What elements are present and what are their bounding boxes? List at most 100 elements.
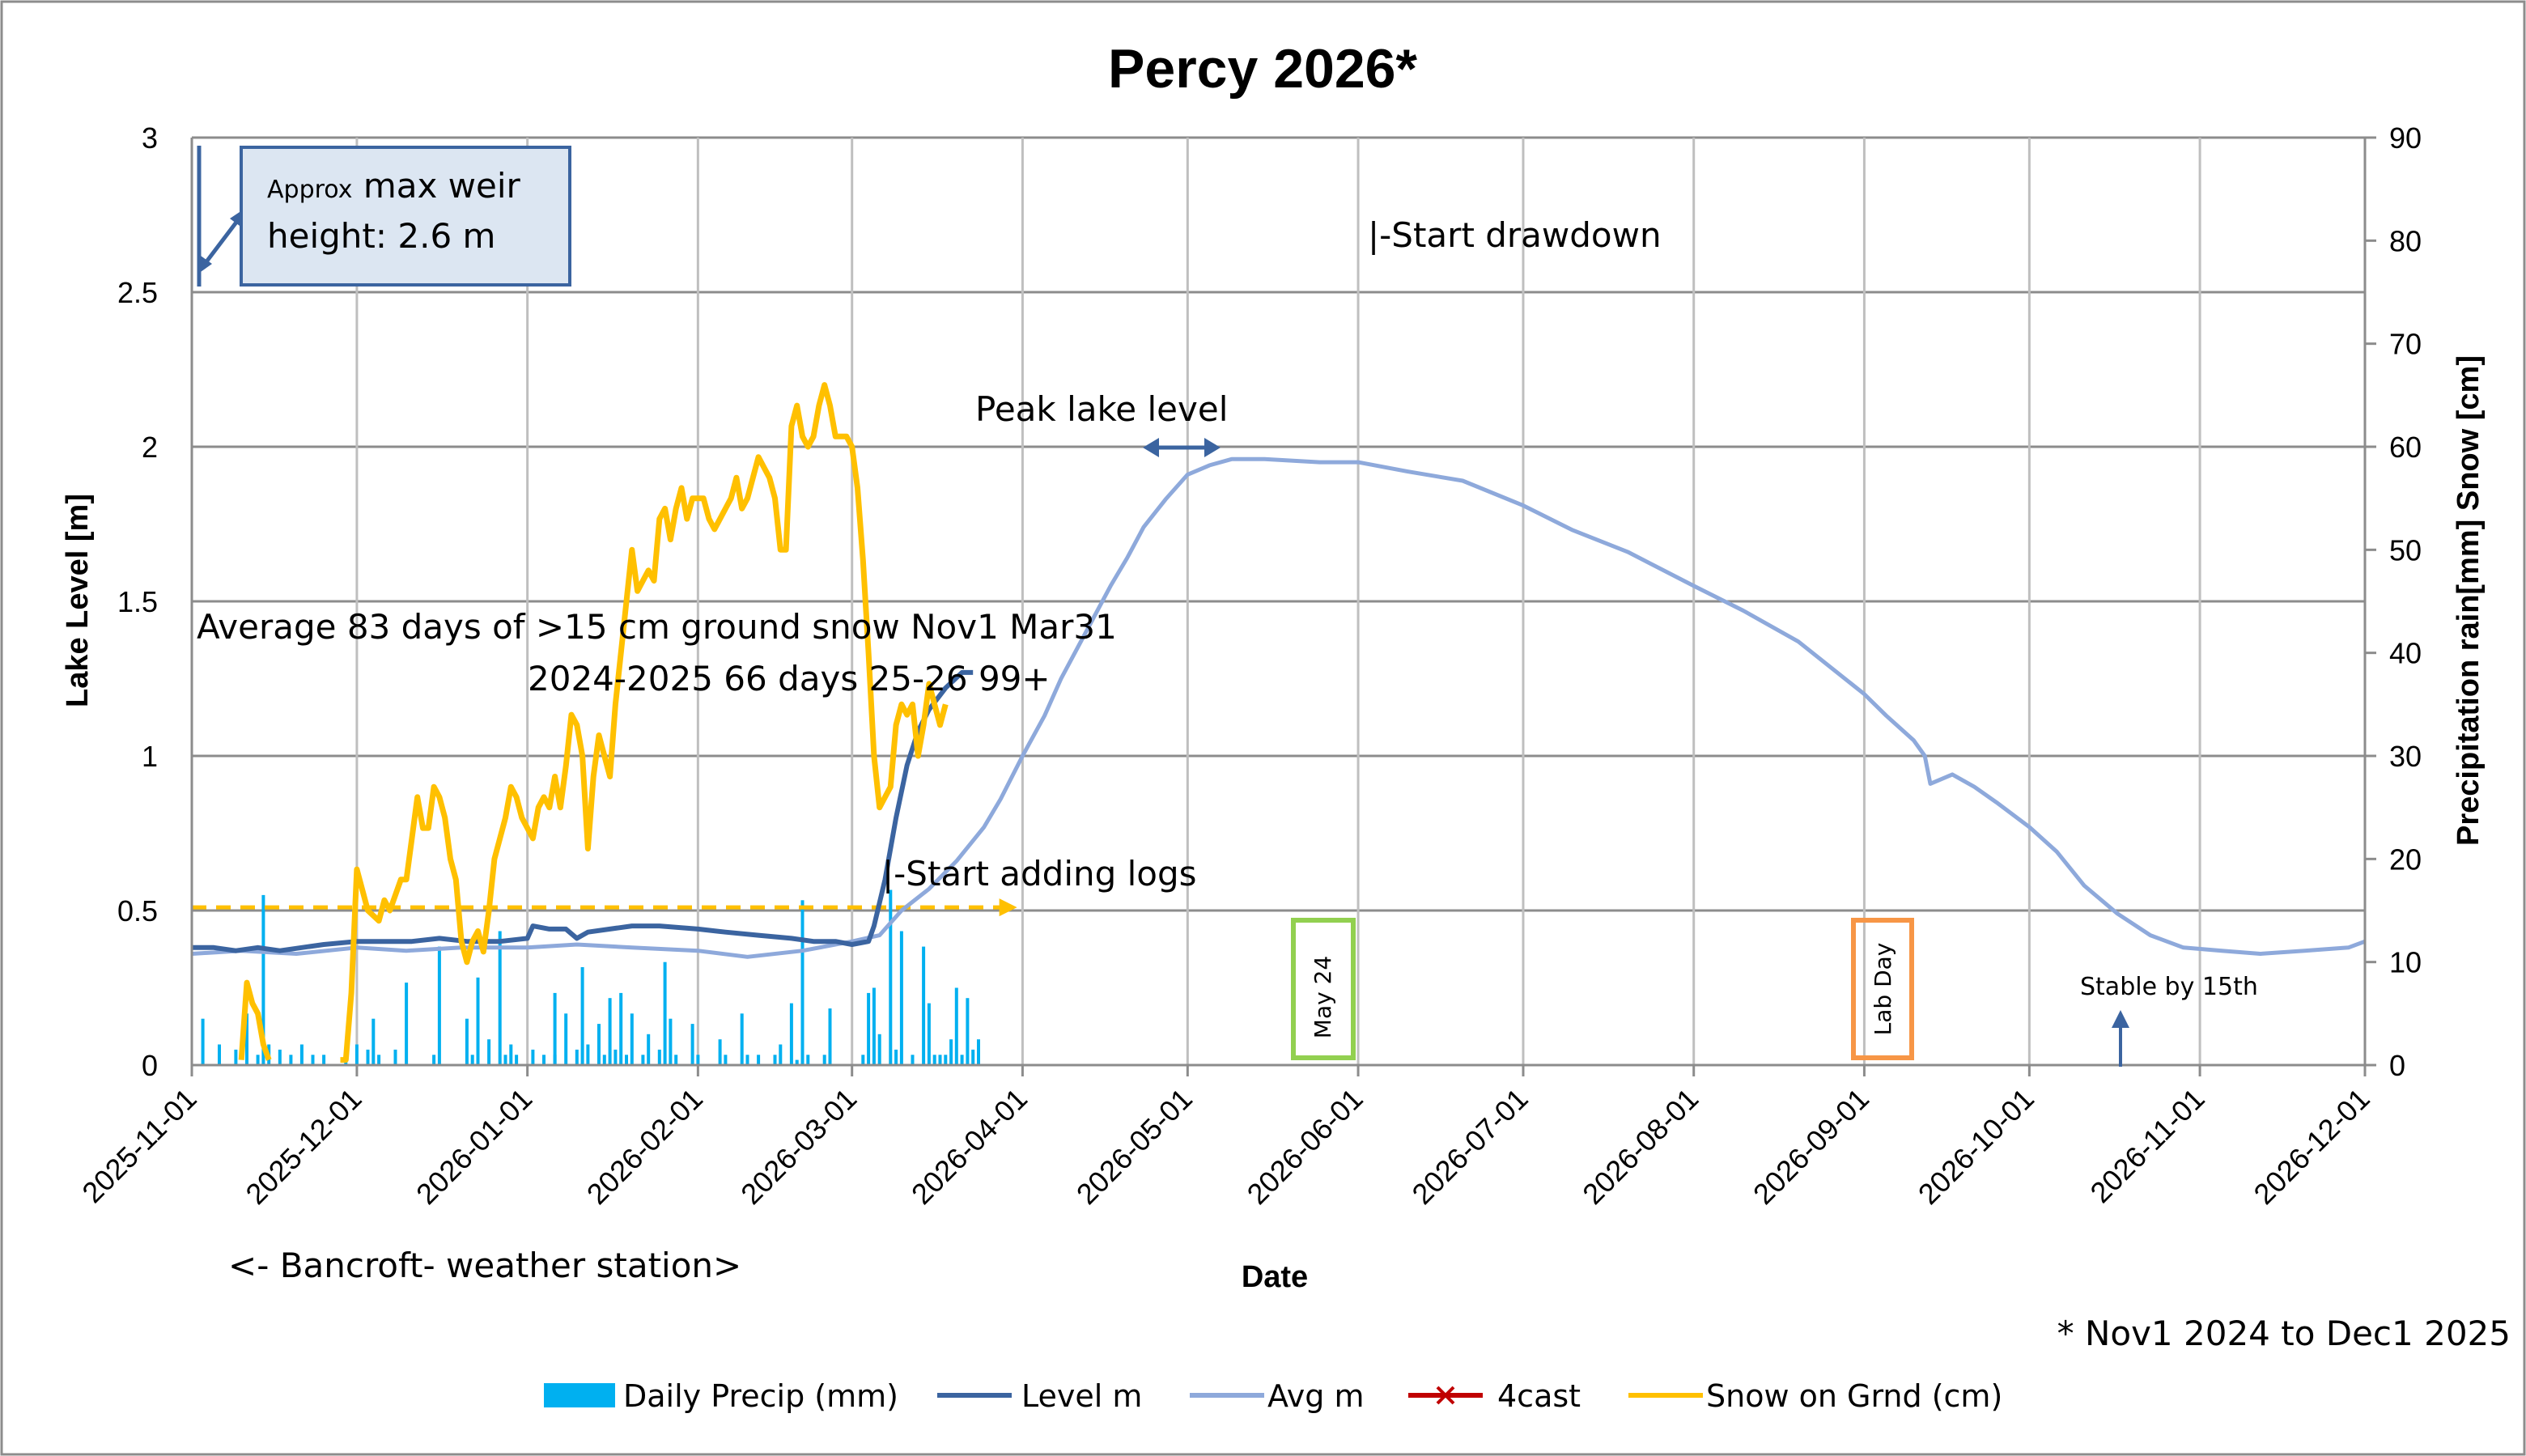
legend-item: Snow on Grnd (cm) — [1628, 1378, 2002, 1414]
precip-bar — [515, 1055, 519, 1065]
y-left-tick-label: 2.5 — [117, 276, 158, 309]
average-snow-line2: 2024-2025 66 days 25-26 99+ — [528, 659, 1051, 698]
precip-bar — [745, 1055, 749, 1065]
precip-bar — [861, 1055, 865, 1065]
y-left-tick-label: 0 — [142, 1049, 158, 1082]
precip-bar — [311, 1055, 315, 1065]
precip-bar — [371, 1018, 376, 1065]
precip-bar — [669, 1018, 673, 1065]
legend-label: Snow on Grnd (cm) — [1706, 1378, 2002, 1414]
x-axis-title: Date — [1242, 1260, 1308, 1294]
precip-bar — [641, 1055, 645, 1065]
precip-bar — [487, 1039, 491, 1065]
precip-bar — [696, 1055, 700, 1065]
legend: Daily Precip (mm) Level m Avg m 4cast Snow o… — [544, 1378, 2002, 1414]
precip-bar — [690, 1024, 694, 1065]
precip-bar — [553, 992, 557, 1065]
y-right-tick-label: 90 — [2389, 121, 2422, 155]
y-right-tick-label: 40 — [2389, 637, 2422, 670]
legend-label: Level m — [1021, 1378, 1142, 1414]
precip-bar — [872, 987, 876, 1065]
precip-bar — [470, 1055, 474, 1065]
precip-bar — [938, 1055, 942, 1065]
precip-bar — [647, 1034, 651, 1065]
precip-bar — [971, 1049, 975, 1065]
precip-bar — [949, 1039, 953, 1065]
weir-box-small: Approx — [267, 176, 352, 204]
weir-box — [240, 146, 571, 287]
precip-bar — [597, 1024, 601, 1065]
precip-bar — [531, 1049, 535, 1065]
precip-bar — [437, 946, 441, 1065]
precip-bar — [602, 1055, 606, 1065]
precip-bar — [256, 1055, 260, 1065]
precip-bar — [608, 998, 612, 1065]
precip-bar — [245, 1013, 248, 1065]
precip-bar — [465, 1018, 469, 1065]
weir-box-big: max weir — [352, 166, 520, 206]
series-line-snow-on-grnd-cm- — [340, 382, 949, 1063]
series-line-level-m — [192, 669, 974, 953]
precip-bar — [354, 1044, 359, 1065]
y-axis-left-title: Lake Level [m] — [61, 494, 95, 707]
start-adding-logs-label: |-Start adding logs — [882, 854, 1197, 894]
precip-bar — [828, 1008, 832, 1065]
precip-bar — [564, 1013, 568, 1065]
precip-bar — [234, 1049, 238, 1065]
precip-bar — [289, 1055, 293, 1065]
precip-bar — [977, 1039, 980, 1065]
y-right-tick-label: 50 — [2389, 533, 2422, 567]
precip-bar — [822, 1055, 826, 1065]
legend-swatch — [544, 1383, 615, 1407]
y-right-tick-label: 60 — [2389, 431, 2422, 464]
series-line-snow-on-grnd-cm- — [238, 979, 272, 1061]
may24-marker: May 24 — [1291, 918, 1356, 1060]
precip-bar — [613, 1049, 618, 1065]
y-left-tick-label: 0.5 — [117, 894, 158, 928]
precip-bar — [509, 1044, 513, 1065]
y-right-tick-label: 10 — [2389, 946, 2422, 979]
precip-bar — [322, 1055, 326, 1065]
stable-arrow — [2112, 1010, 2129, 1067]
precip-bar — [377, 1055, 381, 1065]
precip-bar — [899, 931, 903, 1065]
precip-bar — [575, 1049, 579, 1065]
stable-arrow-head — [2112, 1010, 2129, 1028]
legend-item: Daily Precip (mm) — [544, 1378, 898, 1414]
precip-bar — [625, 1055, 628, 1065]
stable-label: Stable by 15th — [2080, 973, 2258, 1001]
precip-bar — [773, 1055, 777, 1065]
peak-arrow-head-left — [1143, 438, 1159, 457]
may24-label: May 24 — [1310, 956, 1336, 1038]
precip-bar — [932, 1055, 936, 1065]
peak-arrow-head-right — [1204, 438, 1221, 457]
axis-layer — [190, 136, 2376, 1076]
peak-lake-level-label: Peak lake level — [975, 389, 1228, 429]
precip-bar — [299, 1044, 304, 1065]
precip-bar — [800, 900, 804, 1065]
weir-box-text: Approx max weir — [267, 166, 521, 206]
precip-bar — [944, 1055, 948, 1065]
legend-marker-x — [1436, 1386, 1455, 1405]
precip-bar — [954, 987, 958, 1065]
precip-bar — [757, 1055, 761, 1065]
y-left-tick-label: 2 — [142, 431, 158, 464]
weir-arrow-tail — [198, 256, 212, 274]
legend-label: 4cast — [1497, 1378, 1581, 1414]
precip-bar — [922, 946, 926, 1065]
legend-label: Daily Precip (mm) — [623, 1378, 898, 1414]
start-drawdown-label: |-Start drawdown — [1368, 215, 1662, 255]
precip-bar — [393, 1049, 397, 1065]
legend-item: 4cast — [1408, 1378, 1581, 1414]
lab-day-marker: Lab Day — [1851, 918, 1914, 1060]
precip-bar — [789, 1003, 793, 1065]
precip-bar — [503, 1055, 507, 1065]
series-lines — [191, 382, 2366, 1063]
precip-bar — [674, 1055, 678, 1065]
precip-bar — [779, 1044, 783, 1065]
y-left-tick-label: 1 — [142, 740, 158, 773]
lab-day-box — [1851, 918, 1914, 1060]
average-snow-line1: Average 83 days of >15 cm ground snow No… — [197, 607, 1117, 647]
